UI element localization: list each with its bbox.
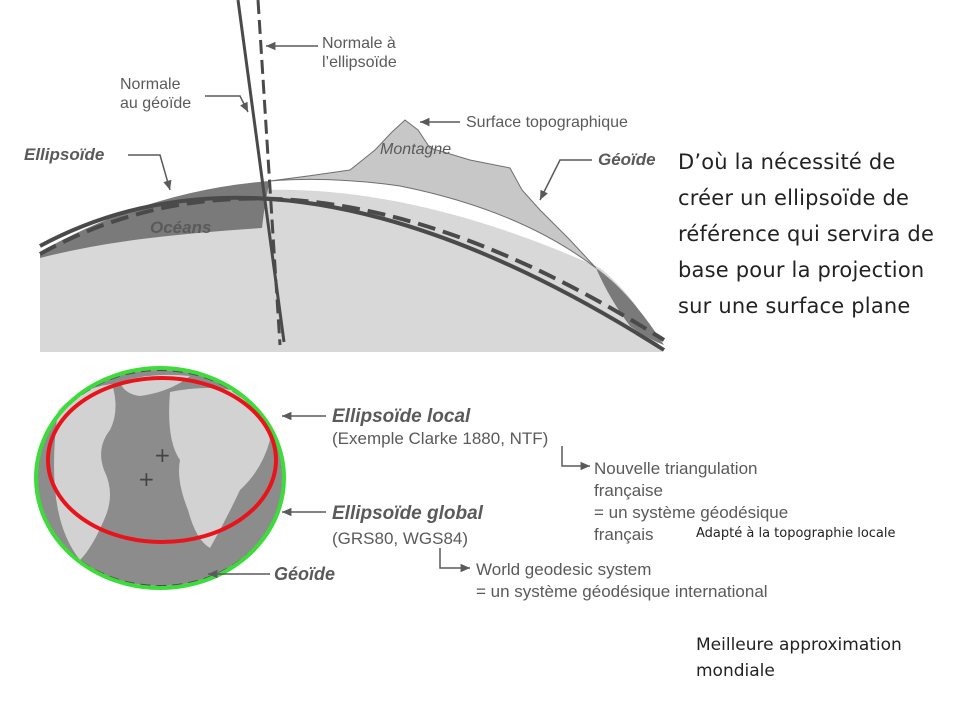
note-local: Adapté à la topographie locale (696, 526, 896, 541)
label-oceans: Océans (150, 218, 211, 237)
label-wgs-2: = un système géodésique international (476, 582, 768, 601)
label-normale-geoide-2: au géoïde (120, 95, 191, 112)
note-main: D’où la nécessité de créer un ellipsoïde… (678, 150, 935, 318)
label-ellipsoide-local: Ellipsoïde local (332, 406, 471, 427)
label-ntf-3: = un système géodésique (594, 503, 788, 522)
label-normale-ellipsoide-2: l’ellipsoïde (322, 54, 397, 71)
label-geoide-top: Géoïde (598, 150, 656, 169)
label-grs-wgs: (GRS80, WGS84) (332, 529, 468, 548)
normal-ellipsoid-line (256, 0, 282, 346)
geoid-curve (39, 196, 666, 342)
label-wgs-1: World geodesic system (476, 560, 651, 579)
label-ntf-4: français (594, 525, 654, 544)
mountain-relief (269, 119, 597, 269)
plus-marker-1: + (154, 443, 171, 467)
bottom-diagram: + + Ellipsoïde local (Exemple Clarke 188… (34, 366, 788, 601)
label-montagne: Montagne (380, 141, 451, 158)
top-diagram: Normale à l’ellipsoïde Normale au géoïde… (24, 0, 666, 352)
arrow-wgs (439, 548, 470, 573)
label-normale-geoide-1: Normale (120, 76, 181, 93)
arrow-geoide (539, 159, 592, 201)
label-ntf-1: Nouvelle triangulation (594, 459, 758, 478)
arrow-ellipsoide (128, 154, 172, 191)
ellipsoid-curve (39, 195, 666, 352)
plus-marker-2: + (138, 467, 155, 491)
continent-africa-europe (169, 388, 270, 548)
label-surface-topo: Surface topographique (466, 114, 628, 131)
local-ellipse (46, 376, 278, 544)
label-ellipsoide-global: Ellipsoïde global (332, 503, 484, 524)
label-normale-ellipsoide-1: Normale à (322, 35, 396, 52)
label-ntf-2: française (594, 481, 663, 500)
continent-americas (54, 384, 116, 560)
label-exemple-clarke: (Exemple Clarke 1880, NTF) (332, 429, 548, 448)
global-ellipse (34, 366, 286, 590)
arrow-normale-geoide (205, 95, 249, 113)
note-global: Meilleure approximation mondiale (696, 635, 902, 681)
label-geoide-bottom: Géoïde (274, 564, 335, 584)
label-ellipsoide: Ellipsoïde (24, 145, 104, 164)
ocean-zone-right (596, 268, 664, 345)
arrow-ntf (561, 446, 590, 471)
